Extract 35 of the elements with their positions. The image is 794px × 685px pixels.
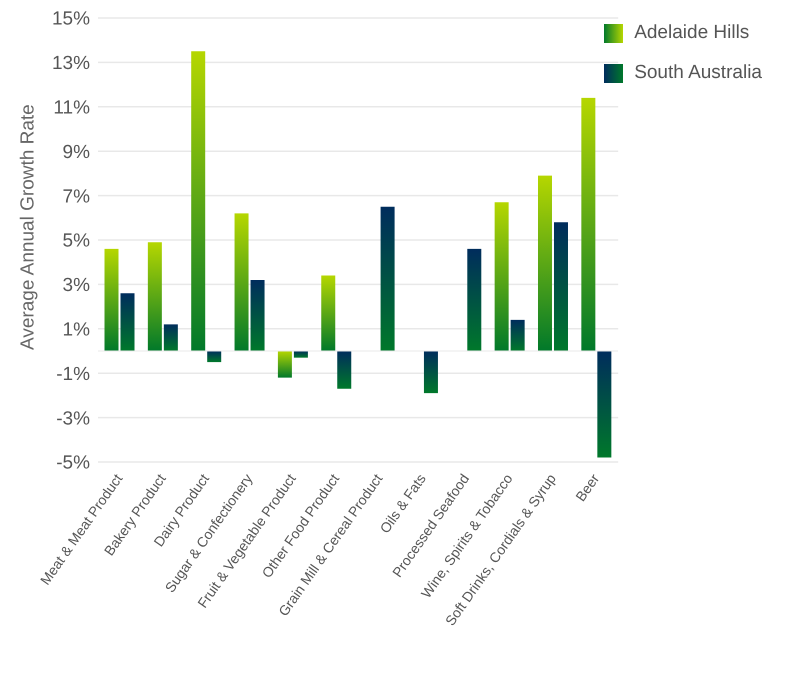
bar <box>278 351 292 378</box>
y-tick-label: 5% <box>62 230 90 252</box>
bar <box>494 202 509 351</box>
y-tick-label: 7% <box>62 186 90 208</box>
bar <box>597 351 612 458</box>
bar <box>581 98 596 351</box>
legend-label: Adelaide Hills <box>634 22 750 44</box>
bar <box>380 206 395 351</box>
bar <box>234 213 249 351</box>
bar <box>250 280 265 351</box>
y-tick-label: 13% <box>52 53 90 74</box>
bar <box>337 351 352 389</box>
bar <box>294 351 308 358</box>
legend-label: South Australia <box>634 62 762 84</box>
y-tick-label: 15% <box>52 8 90 30</box>
bar <box>510 320 525 351</box>
y-axis-title: Average Annual Growth Rate <box>18 104 39 350</box>
bar <box>554 222 568 351</box>
y-tick-label: 11% <box>53 98 90 119</box>
y-tick-label: 3% <box>62 275 90 296</box>
y-tick-label: -5% <box>56 452 90 474</box>
bar <box>321 276 336 351</box>
bar <box>164 324 178 351</box>
bar <box>207 351 222 362</box>
y-tick-label: -1% <box>56 364 90 385</box>
bar <box>424 351 438 394</box>
y-tick-label: 1% <box>62 320 90 341</box>
bar <box>120 293 134 351</box>
bar <box>148 242 162 351</box>
y-tick-label: -3% <box>56 408 90 430</box>
bar <box>104 248 118 351</box>
bar <box>191 51 206 351</box>
bar <box>538 176 552 351</box>
bar <box>467 248 482 351</box>
y-tick-label: 9% <box>62 142 90 163</box>
